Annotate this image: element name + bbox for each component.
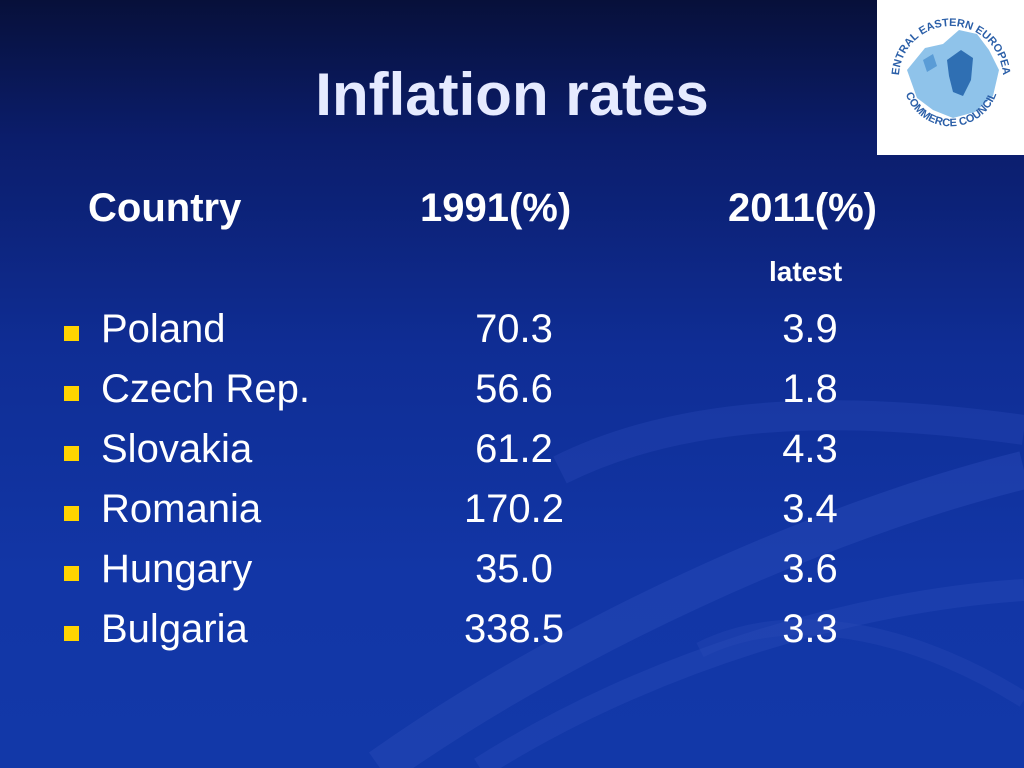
slide-title: Inflation rates bbox=[315, 61, 709, 128]
bullet-icon bbox=[64, 446, 79, 461]
bullet-icon bbox=[64, 326, 79, 341]
country-name: Hungary bbox=[101, 547, 253, 591]
value-1991: 170.2 bbox=[463, 487, 565, 531]
table-row: Hungary 35.0 3.6 bbox=[0, 540, 1024, 600]
column-subheader-latest: latest bbox=[769, 256, 843, 287]
value-2011: 4.3 bbox=[782, 427, 838, 471]
country-name: Bulgaria bbox=[101, 607, 248, 651]
column-header-2011: 2011(%) bbox=[728, 186, 877, 230]
value-2011: 1.8 bbox=[782, 367, 838, 411]
value-2011: 3.9 bbox=[782, 307, 838, 351]
value-2011: 3.6 bbox=[782, 547, 838, 591]
country-name: Czech Rep. bbox=[101, 367, 310, 411]
europe-map-icon: CENTRAL EASTERN EUROPEAN COMMERCE COUNCI… bbox=[873, 0, 1021, 148]
table-row: Poland 70.3 3.9 bbox=[0, 300, 1024, 360]
country-name: Poland bbox=[101, 307, 226, 351]
bullet-icon bbox=[64, 626, 79, 641]
value-1991: 56.6 bbox=[475, 367, 553, 411]
country-name: Romania bbox=[101, 487, 262, 531]
bullet-icon bbox=[64, 506, 79, 521]
value-2011: 3.3 bbox=[782, 607, 838, 651]
table-row: Romania 170.2 3.4 bbox=[0, 480, 1024, 540]
table-row: Bulgaria 338.5 3.3 bbox=[0, 600, 1024, 660]
country-name: Slovakia bbox=[101, 427, 253, 471]
column-header-country: Country bbox=[88, 186, 242, 230]
table-row: Czech Rep. 56.6 1.8 bbox=[0, 360, 1024, 420]
table-row: Slovakia 61.2 4.3 bbox=[0, 420, 1024, 480]
bullet-icon bbox=[64, 566, 79, 581]
council-logo: CENTRAL EASTERN EUROPEAN COMMERCE COUNCI… bbox=[873, 0, 1024, 155]
value-1991: 35.0 bbox=[475, 547, 553, 591]
value-2011: 3.4 bbox=[782, 487, 838, 531]
value-1991: 338.5 bbox=[463, 607, 565, 651]
bullet-icon bbox=[64, 386, 79, 401]
value-1991: 70.3 bbox=[475, 307, 553, 351]
value-1991: 61.2 bbox=[475, 427, 553, 471]
column-header-1991: 1991(%) bbox=[420, 186, 572, 230]
